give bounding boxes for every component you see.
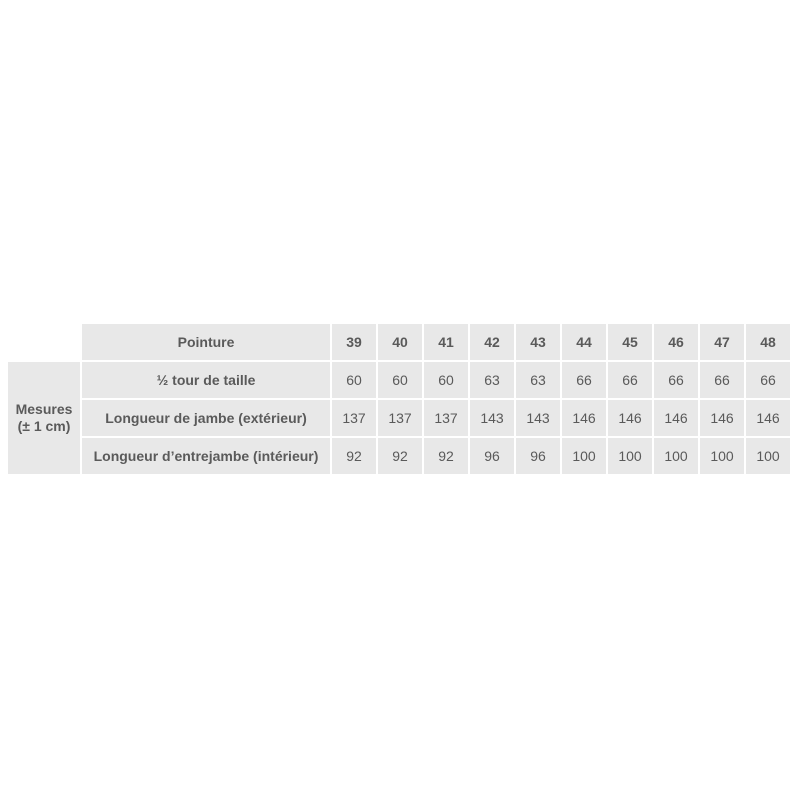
table-cell: 96 bbox=[516, 438, 560, 474]
table-cell: 146 bbox=[562, 400, 606, 436]
group-label: Mesures (± 1 cm) bbox=[8, 362, 80, 474]
size-chart-table: Pointure Mesures (± 1 cm) 39 40 41 42 43 44 45… bbox=[8, 324, 790, 474]
size-header: 46 bbox=[654, 324, 698, 360]
table-cell: 146 bbox=[700, 400, 744, 436]
table-cell: 137 bbox=[378, 400, 422, 436]
size-header: 44 bbox=[562, 324, 606, 360]
size-header: 39 bbox=[332, 324, 376, 360]
table-cell: 66 bbox=[562, 362, 606, 398]
table-cell: 146 bbox=[654, 400, 698, 436]
table-cell: 96 bbox=[470, 438, 514, 474]
table-cell: 137 bbox=[332, 400, 376, 436]
table-cell: 66 bbox=[700, 362, 744, 398]
row-label: Longueur de jambe (extérieur) bbox=[82, 400, 330, 436]
header-label: Pointure bbox=[82, 324, 330, 360]
table-cell: 60 bbox=[424, 362, 468, 398]
table-cell: 146 bbox=[746, 400, 790, 436]
table-cell: 92 bbox=[424, 438, 468, 474]
table-cell: 60 bbox=[378, 362, 422, 398]
table-cell: 66 bbox=[608, 362, 652, 398]
table-cell: 63 bbox=[470, 362, 514, 398]
size-header: 48 bbox=[746, 324, 790, 360]
table-cell: 100 bbox=[700, 438, 744, 474]
size-header: 41 bbox=[424, 324, 468, 360]
size-header: 42 bbox=[470, 324, 514, 360]
table-cell: 100 bbox=[562, 438, 606, 474]
group-label-line2: (± 1 cm) bbox=[17, 418, 71, 434]
group-label-line1: Mesures bbox=[15, 401, 73, 417]
table-cell: 143 bbox=[470, 400, 514, 436]
table-cell: 100 bbox=[654, 438, 698, 474]
table-cell: 146 bbox=[608, 400, 652, 436]
size-header: 45 bbox=[608, 324, 652, 360]
table-cell: 143 bbox=[516, 400, 560, 436]
table-cell: 60 bbox=[332, 362, 376, 398]
table-cell: 100 bbox=[746, 438, 790, 474]
size-header: 40 bbox=[378, 324, 422, 360]
table-cell: 66 bbox=[746, 362, 790, 398]
table-cell: 66 bbox=[654, 362, 698, 398]
table-cell: 137 bbox=[424, 400, 468, 436]
row-label: Longueur d’entrejambe (intérieur) bbox=[82, 438, 330, 474]
row-label: ½ tour de taille bbox=[82, 362, 330, 398]
table-cell: 92 bbox=[332, 438, 376, 474]
table-cell: 63 bbox=[516, 362, 560, 398]
table-cell: 92 bbox=[378, 438, 422, 474]
size-header: 43 bbox=[516, 324, 560, 360]
empty-corner bbox=[8, 324, 80, 360]
size-header: 47 bbox=[700, 324, 744, 360]
table-cell: 100 bbox=[608, 438, 652, 474]
